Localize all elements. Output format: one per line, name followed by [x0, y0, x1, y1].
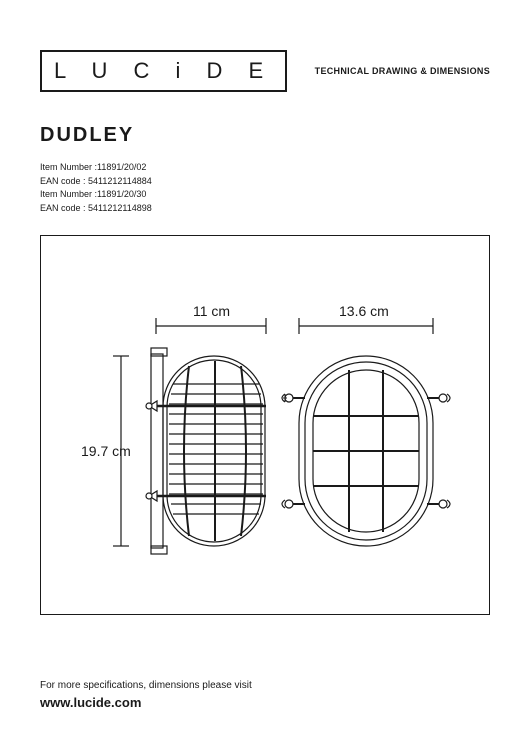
item-value: 5411212114898 [88, 203, 152, 213]
item-value: 11891/20/02 [97, 162, 146, 172]
dim-width1: 11 cm [193, 303, 230, 319]
technical-drawing: 19.7 cm 11 cm 13.6 cm [61, 266, 471, 586]
footer-text: For more specifications, dimensions plea… [40, 680, 252, 691]
footer-url: www.lucide.com [40, 695, 252, 710]
item-label: EAN code : [40, 203, 86, 213]
product-name: DUDLEY [40, 124, 490, 147]
drawing-frame: 19.7 cm 11 cm 13.6 cm [40, 235, 490, 615]
item-label: Item Number : [40, 189, 97, 199]
dim-height: 19.7 cm [81, 443, 131, 459]
item-value: 5411212114884 [88, 176, 152, 186]
item-label: EAN code : [40, 176, 86, 186]
item-row: Item Number :11891/20/30 [40, 188, 490, 202]
item-value: 11891/20/30 [97, 189, 146, 199]
item-info-block: Item Number :11891/20/02 EAN code : 5411… [40, 161, 490, 215]
item-row: Item Number :11891/20/02 [40, 161, 490, 175]
item-row: EAN code : 5411212114898 [40, 202, 490, 216]
header-right-label: TECHNICAL DRAWING & DIMENSIONS [315, 66, 490, 76]
logo-text: L U C i D E [54, 58, 273, 83]
item-label: Item Number : [40, 162, 97, 172]
footer: For more specifications, dimensions plea… [40, 680, 252, 710]
item-row: EAN code : 5411212114884 [40, 175, 490, 189]
header: L U C i D E TECHNICAL DRAWING & DIMENSIO… [40, 50, 490, 92]
logo: L U C i D E [40, 50, 287, 92]
dim-width2: 13.6 cm [339, 303, 389, 319]
